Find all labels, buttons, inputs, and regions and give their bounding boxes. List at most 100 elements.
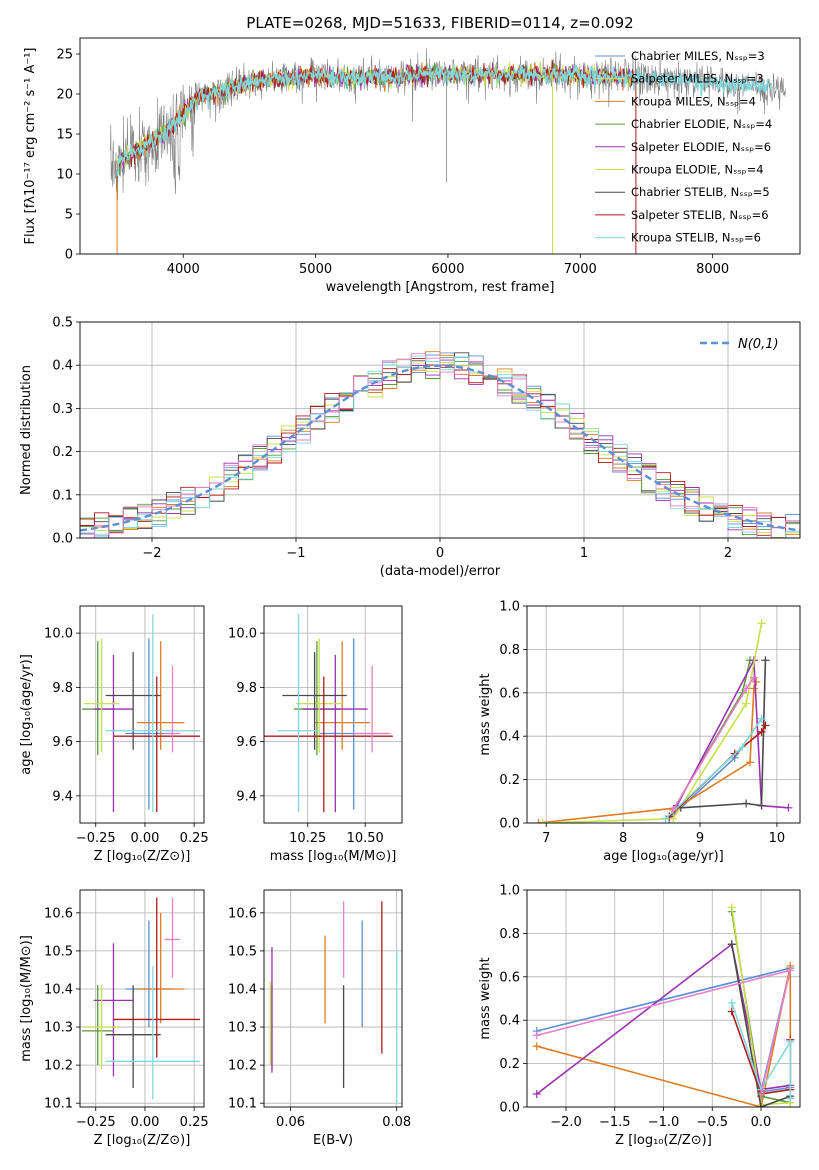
x-tick-label: −2.0 (550, 1115, 582, 1130)
y-tick-label: 10 (56, 168, 73, 183)
plot-area (532, 903, 795, 1107)
x-tick-label: 1 (580, 546, 588, 561)
plot-area (534, 619, 793, 823)
plus-marker (757, 727, 766, 736)
panel-spectrum: 4000 5000 6000 7000 8000 0 5 10 15 20 25 wavelength… (23, 37, 801, 295)
y-tick-label: 0.6 (499, 970, 520, 985)
plus-marker (534, 819, 543, 823)
x-tick-label: 9 (696, 831, 704, 846)
x-tick-label: 10.25 (289, 831, 326, 846)
y-tick-label: 10.1 (228, 1097, 257, 1112)
plus-marker (749, 684, 758, 693)
panel-mass-vs-EBV: 0.06 0.08 10.1 10.2 10.3 10.4 10.5 10.6 E(B-V) (228, 889, 411, 1148)
legend-label: Kroupa ELODIE, Nₛₛₚ=4 (631, 163, 764, 177)
legend-label: Salpeter ELODIE, Nₛₛₚ=6 (631, 140, 771, 154)
plus-marker (757, 801, 766, 810)
y-tick-label: 9.6 (52, 735, 73, 750)
y-tick-label: 0.4 (52, 359, 73, 374)
plus-marker (661, 814, 670, 823)
legend-label: Kroupa STELIB, Nₛₛₚ=6 (631, 231, 761, 245)
plot-area (80, 351, 800, 538)
axes-frame (79, 37, 801, 255)
y-tick-label: 10.3 (44, 1021, 73, 1036)
y-tick-label: 5 (65, 208, 73, 223)
plus-marker (757, 619, 766, 628)
x-tick-label: 0.25 (180, 831, 209, 846)
y-tick-label: 9.6 (236, 735, 257, 750)
y-axis-label: mass weight (478, 957, 493, 1039)
y-tick-label: 0.4 (499, 730, 520, 745)
x-tick-label: 8 (619, 831, 627, 846)
plus-marker (746, 758, 755, 767)
y-tick-label: 10.2 (228, 1059, 257, 1074)
weight-line-chabrier-stelib (680, 660, 767, 809)
plot-area (110, 48, 786, 254)
panel-age-vs-mass: 10.25 10.50 9.4 9.6 9.8 10.0 mass [log₁₀(M/M⊙)… (228, 605, 403, 864)
model-spectrum-kroupa-stelib (116, 63, 773, 177)
y-tick-label: 0.3 (52, 402, 73, 417)
y-tick-label: 0.8 (499, 927, 520, 942)
plot-area (81, 897, 201, 1100)
plus-marker (786, 1037, 795, 1046)
panel-weight-vs-Z: −2.0 −1.5 −1.0 −0.5 0.0 0.0 0.2 0.4 0.6 0.8 1.0 Z [… (478, 884, 801, 1148)
y-tick-label: 10.6 (228, 906, 257, 921)
legend-label: Salpeter MILES, Nₛₛₚ=3 (631, 72, 764, 86)
x-tick-label: −2 (142, 546, 161, 561)
y-axis-label: Normed distribution (19, 365, 34, 495)
plus-marker (742, 799, 751, 808)
legend-label: Chabrier ELODIE, Nₛₛₚ=4 (631, 117, 772, 131)
y-tick-label: 10.5 (228, 944, 257, 959)
plus-marker (786, 966, 795, 975)
panel-age-vs-Z: −0.25 0.00 0.25 9.4 9.6 9.8 10.0 Z [log₁₀(Z/Z⊙)… (19, 605, 209, 864)
plus-marker (784, 803, 793, 812)
y-tick-label: 0 (65, 248, 73, 263)
y-tick-label: 0.0 (52, 532, 73, 547)
y-tick-label: 25 (56, 48, 73, 63)
y-tick-label: 10.0 (44, 627, 73, 642)
plus-marker (532, 1031, 541, 1040)
x-tick-label: 4000 (167, 262, 200, 277)
weight-line-kroupa-miles (538, 681, 757, 823)
x-axis-label: wavelength [Angstrom, rest frame] (326, 280, 555, 295)
x-tick-label: −0.5 (696, 1115, 728, 1130)
legend-label: Chabrier MILES, Nₛₛₚ=3 (631, 49, 765, 63)
x-tick-label: 0 (436, 546, 444, 561)
x-axis-label: Z [log₁₀(Z/Z⊙)] (615, 1133, 712, 1148)
y-tick-label: 0.5 (52, 316, 73, 331)
axes-frame (526, 605, 801, 824)
plus-marker (749, 673, 758, 682)
y-tick-label: 9.8 (236, 681, 257, 696)
y-axis-label: mass [log₁₀(M/M⊙)] (19, 935, 34, 1062)
y-tick-label: 0.2 (499, 773, 520, 788)
y-axis-label: age [log₁₀(age/yr)] (19, 654, 34, 775)
axes-frame (263, 605, 403, 824)
weight-line-kroupa-elodie (542, 623, 763, 823)
y-tick-label: 10.5 (44, 944, 73, 959)
y-tick-label: 10.0 (228, 627, 257, 642)
y-tick-label: 0.1 (52, 488, 73, 503)
x-axis-label: age [log₁₀(age/yr)] (603, 849, 724, 864)
weight-line-chabrier-elodie (668, 660, 751, 817)
x-tick-label: 6000 (431, 262, 464, 277)
plus-marker (786, 1094, 795, 1103)
legend-label: Chabrier STELIB, Nₛₛₚ=5 (631, 185, 770, 199)
x-tick-label: 5000 (299, 262, 332, 277)
x-tick-label: −0.25 (76, 831, 116, 846)
plus-marker (532, 1089, 541, 1098)
x-tick-label: 0.08 (382, 1115, 411, 1130)
y-tick-label: 9.8 (52, 681, 73, 696)
x-tick-label: 0.00 (130, 1115, 159, 1130)
x-tick-label: 10.50 (347, 831, 384, 846)
plus-marker (532, 1042, 541, 1051)
y-tick-label: 1.0 (499, 884, 520, 899)
y-tick-label: 15 (56, 128, 73, 143)
plus-marker (742, 699, 751, 708)
y-tick-label: 10.2 (44, 1059, 73, 1074)
y-tick-label: 0.0 (499, 1101, 520, 1116)
x-tick-label: 0.0 (751, 1115, 772, 1130)
plus-marker (727, 998, 736, 1007)
histogram-extra_pink (80, 353, 800, 538)
x-tick-label: 7000 (564, 262, 597, 277)
x-tick-label: 8000 (696, 262, 729, 277)
